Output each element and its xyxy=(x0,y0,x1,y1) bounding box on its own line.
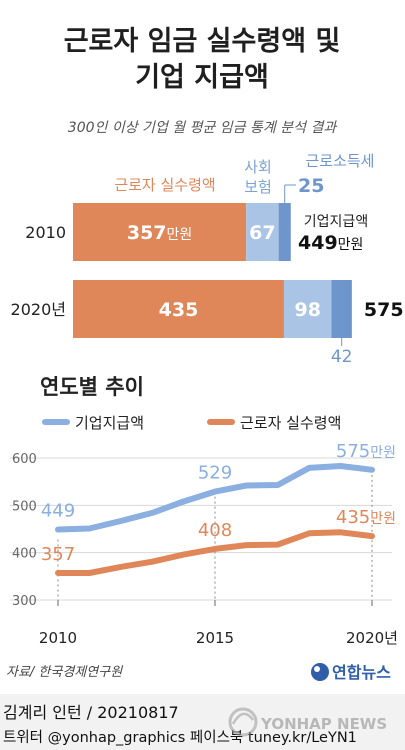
bar-chart-labels: 근로자 실수령액 사회 보험 근로소득세 기업지급액 xyxy=(114,152,374,230)
company-total-label: 기업지급액 xyxy=(304,214,368,230)
bar-value-label: 98 xyxy=(295,299,321,321)
bar-value-label: 25 xyxy=(298,175,324,197)
bar-total-label: 575 xyxy=(364,299,404,321)
bar-total-label: 449만원 xyxy=(298,232,363,254)
bar-value-label: 42 xyxy=(331,347,353,367)
bar-value-label: 67 xyxy=(249,222,275,244)
credits-bar xyxy=(0,694,405,750)
watermark-text: YONHAP NEWS xyxy=(260,715,387,733)
bar-value-label: 435 xyxy=(159,299,199,321)
social-text: 트위터 @yonhap_graphics 페이스북 tuney.kr/LeYN1 xyxy=(3,729,357,746)
yonhap-logo: 연합뉴스 xyxy=(311,663,391,682)
y-tick-label: 300 xyxy=(12,594,37,609)
data-label: 529 xyxy=(198,463,232,484)
data-label: 449 xyxy=(41,500,75,521)
logo-text: 연합뉴스 xyxy=(332,663,391,682)
y-tick-label: 500 xyxy=(12,499,37,514)
legend-income-tax-label: 근로소득세 xyxy=(305,152,374,170)
bar-segment xyxy=(283,280,332,338)
legend-label: 기업지급액 xyxy=(75,414,144,432)
bar-segment xyxy=(246,203,279,261)
bar-category-label: 2020년 xyxy=(11,300,66,319)
bar-segment xyxy=(73,280,284,338)
subtitle: 300인 이상 기업 월 평균 임금 통계 분석 결과 xyxy=(68,120,338,136)
data-label-unit: 만원 xyxy=(370,511,396,527)
x-tick-label: 2020년 xyxy=(346,629,398,647)
watermark: YONHAP NEWS xyxy=(228,707,387,737)
series-line xyxy=(55,463,375,533)
source-text: 자료/ 한국경제연구원 xyxy=(6,665,123,680)
series-line xyxy=(55,529,375,576)
x-tick-label: 2015 xyxy=(196,629,234,647)
bar-segment xyxy=(278,203,291,261)
bar-value-unit: 만원 xyxy=(167,227,193,243)
header: 근로자 임금 실수령액 및 기업 지급액 300인 이상 기업 월 평균 임금 … xyxy=(64,26,341,136)
page-title: 근로자 임금 실수령액 및 xyxy=(64,26,341,57)
bar-category-label: 2010 xyxy=(25,223,66,242)
bar-segment xyxy=(73,203,247,261)
bar-segment xyxy=(331,280,352,338)
data-label-unit: 만원 xyxy=(370,445,396,461)
data-label: 575만원 xyxy=(336,441,396,462)
bar-total-unit: 만원 xyxy=(338,237,364,253)
watermark-globe-icon xyxy=(228,707,258,737)
data-label: 435만원 xyxy=(336,507,396,528)
legend-social-insurance-label: 사회 xyxy=(244,158,272,176)
stacked-bar-chart: 2010 357만원 67 25 449만원 2020년 435 98 42 575 xyxy=(11,175,404,367)
x-tick-label: 2010 xyxy=(39,629,77,647)
page-title-line2: 기업 지급액 xyxy=(135,62,269,93)
legend-net-pay-label: 근로자 실수령액 xyxy=(114,176,215,194)
line-chart-legend: 기업지급액 근로자 실수령액 xyxy=(42,414,341,432)
line-chart: 300 400 500 600 2010 2015 2020년 449 529 575만원 357 4… xyxy=(10,441,398,647)
legend-social-insurance-label-line2: 보험 xyxy=(244,178,272,196)
bar-value-label: 357만원 xyxy=(127,222,192,244)
data-label: 357 xyxy=(41,544,75,565)
data-label: 408 xyxy=(198,520,232,541)
y-tick-label: 600 xyxy=(12,452,37,467)
legend-label: 근로자 실수령액 xyxy=(240,414,341,432)
credit-text: 김계리 인턴 / 20210817 xyxy=(3,703,179,722)
logo-mark-icon xyxy=(311,663,329,681)
line-chart-title: 연도별 추이 xyxy=(40,375,144,399)
y-tick-label: 400 xyxy=(12,547,37,562)
